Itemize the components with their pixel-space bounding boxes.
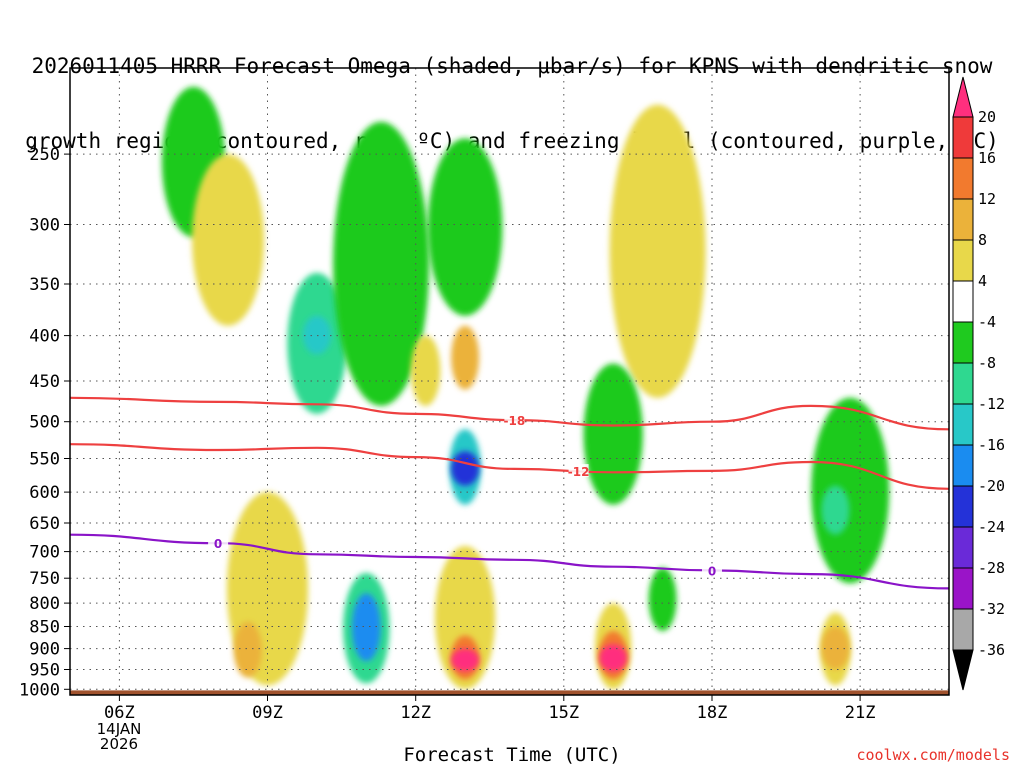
omega-cell-9 bbox=[427, 138, 503, 316]
y-tick-label-250: 250 bbox=[29, 145, 60, 165]
contour-label-0-0: -18 bbox=[504, 414, 526, 428]
colorbar-label-0: 20 bbox=[978, 108, 996, 126]
y-tick-label-900: 900 bbox=[29, 640, 60, 660]
omega-cell-24 bbox=[821, 485, 850, 535]
colorbar-label-5: -4 bbox=[978, 313, 996, 331]
colorbar-label-4: 4 bbox=[978, 272, 987, 290]
y-axis: 2503003504004505005506006507007508008509… bbox=[19, 145, 70, 700]
omega-cell-16 bbox=[435, 546, 496, 690]
y-tick-label-600: 600 bbox=[29, 483, 60, 503]
y-tick-label-500: 500 bbox=[29, 413, 60, 433]
credit-text: coolwx.com/models bbox=[856, 746, 1010, 764]
y-tick-label-650: 650 bbox=[29, 514, 60, 534]
colorbar-label-2: 12 bbox=[978, 190, 996, 208]
colorbar-segment-9 bbox=[952, 485, 974, 528]
colorbar-segment-4 bbox=[952, 280, 974, 323]
y-tick-label-800: 800 bbox=[29, 594, 60, 614]
omega-cell-8 bbox=[451, 451, 480, 486]
contour-label-bg-1-0 bbox=[568, 464, 589, 478]
y-tick-label-700: 700 bbox=[29, 543, 60, 563]
colorbar-label-7: -12 bbox=[978, 395, 1005, 413]
colorbar-segment-5 bbox=[952, 321, 974, 364]
omega-cell-22 bbox=[648, 567, 677, 632]
omega-shading bbox=[161, 86, 890, 690]
y-tick-label-400: 400 bbox=[29, 327, 60, 347]
x-tick-label-09Z: 09Z bbox=[252, 703, 283, 723]
colorbar-segment-0 bbox=[952, 116, 974, 159]
contour-lines: -18 -12 0 0 bbox=[70, 396, 949, 590]
x-axis-title: Forecast Time (UTC) bbox=[403, 744, 621, 766]
contour-label-bg-0-0 bbox=[504, 413, 525, 427]
colorbar-segment-6 bbox=[952, 362, 974, 405]
colorbar-label-13: -36 bbox=[978, 641, 1005, 659]
colorbar-label-8: -16 bbox=[978, 436, 1005, 454]
contour-label-2-0: 0 bbox=[214, 537, 222, 551]
omega-cell-15 bbox=[233, 621, 262, 678]
colorbar-segment-bottom bbox=[952, 649, 974, 691]
date-label-day: 14JAN bbox=[96, 720, 142, 738]
y-tick-label-950: 950 bbox=[29, 661, 60, 681]
x-tick-label-18Z: 18Z bbox=[697, 703, 728, 723]
colorbar-segment-2 bbox=[952, 198, 974, 241]
x-tick-label-21Z: 21Z bbox=[845, 703, 876, 723]
colorbar-label-9: -20 bbox=[978, 477, 1005, 495]
ground-surface bbox=[70, 690, 949, 695]
omega-cell-4 bbox=[192, 154, 264, 326]
contour-label-bg-2-0 bbox=[208, 536, 229, 550]
contour-label-1-0: -12 bbox=[568, 465, 590, 479]
omega-cell-13 bbox=[352, 593, 381, 662]
x-tick-label-06Z: 06Z bbox=[104, 703, 135, 723]
y-tick-label-550: 550 bbox=[29, 450, 60, 470]
colorbar-label-10: -24 bbox=[978, 518, 1005, 536]
colorbar-segment-11 bbox=[952, 567, 974, 610]
y-tick-label-350: 350 bbox=[29, 275, 60, 295]
contour-series-2 bbox=[70, 533, 949, 590]
chart-title-line-1: 2026011405 HRRR Forecast Omega (shaded, … bbox=[31, 54, 993, 78]
omega-cell-6 bbox=[451, 325, 480, 390]
colorbar-segment-1 bbox=[952, 157, 974, 200]
grid-lines bbox=[70, 68, 949, 695]
colorbar-segment-7 bbox=[952, 403, 974, 446]
colorbar: 20 16 12 8 4 -4 -8 -12 -16 -20 -24 -28 -32 -36 bbox=[952, 76, 1005, 691]
colorbar-segment-10 bbox=[952, 526, 974, 569]
colorbar-label-6: -8 bbox=[978, 354, 996, 372]
date-label-year: 2026 bbox=[99, 735, 139, 753]
colorbar-label-11: -28 bbox=[978, 559, 1005, 577]
colorbar-segment-top bbox=[952, 76, 974, 118]
contour-label-bg-2-1 bbox=[702, 563, 722, 577]
y-tick-label-1000: 1000 bbox=[19, 680, 60, 700]
colorbar-label-12: -32 bbox=[978, 600, 1005, 618]
contour-series-1 bbox=[70, 443, 949, 490]
omega-cell-23 bbox=[811, 397, 890, 584]
colorbar-segment-12 bbox=[952, 608, 974, 651]
omega-cell-3 bbox=[333, 121, 430, 406]
y-tick-label-750: 750 bbox=[29, 569, 60, 589]
y-tick-label-850: 850 bbox=[29, 618, 60, 638]
contour-label-2-1: 0 bbox=[708, 564, 716, 578]
omega-cell-10 bbox=[609, 104, 706, 398]
x-tick-label-15Z: 15Z bbox=[548, 703, 579, 723]
x-tick-label-12Z: 12Z bbox=[400, 703, 431, 723]
omega-cell-18 bbox=[451, 648, 480, 672]
colorbar-label-3: 8 bbox=[978, 231, 987, 249]
date-label: 14JAN 2026 bbox=[88, 722, 150, 752]
x-axis: 06Z 09Z 12Z 15Z 18Z 21Z bbox=[104, 695, 875, 723]
omega-cell-26 bbox=[821, 626, 850, 670]
colorbar-segment-8 bbox=[952, 444, 974, 487]
omega-cell-21 bbox=[599, 644, 628, 672]
colorbar-label-1: 16 bbox=[978, 149, 996, 167]
omega-cell-2 bbox=[302, 315, 331, 355]
colorbar-segment-3 bbox=[952, 239, 974, 282]
y-tick-label-300: 300 bbox=[29, 216, 60, 236]
omega-cell-5 bbox=[410, 335, 441, 406]
omega-cell-11 bbox=[583, 363, 643, 505]
y-tick-label-450: 450 bbox=[29, 372, 60, 392]
